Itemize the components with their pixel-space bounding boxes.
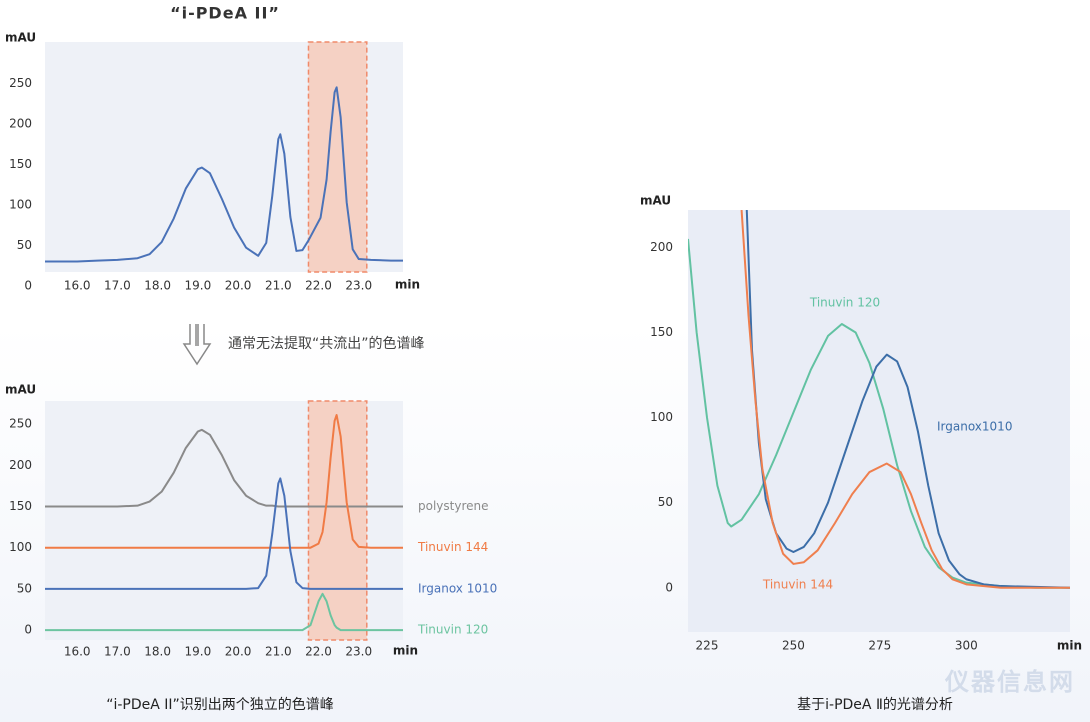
x-tick-label: 21.0: [265, 279, 292, 293]
series-line: [45, 477, 403, 590]
plot-area: [688, 210, 1070, 632]
series-label: Tinuvin 120: [809, 296, 880, 310]
x-axis-label: min: [1057, 639, 1082, 653]
series-label: Irganox 1010: [418, 581, 497, 595]
y-tick-label: 200: [9, 116, 32, 130]
x-tick-label: 16.0: [64, 645, 91, 659]
x-tick-label: 17.0: [104, 645, 131, 659]
y-tick-label: 100: [9, 197, 32, 211]
x-tick-label: 21.0: [265, 645, 292, 659]
y-axis-label: mAU: [5, 31, 36, 45]
series-line: [45, 414, 403, 549]
x-axis-label: min: [395, 278, 420, 292]
x-tick-label: 22.0: [305, 645, 332, 659]
series-label: Irganox1010: [937, 420, 1012, 434]
x-tick-label: 22.0: [305, 279, 332, 293]
y-tick-label: 0: [24, 278, 32, 292]
highlight-band: [307, 41, 368, 273]
series-label: polystyrene: [418, 499, 489, 513]
x-tick-label: 16.0: [64, 279, 91, 293]
x-tick-label: 19.0: [184, 645, 211, 659]
series-group: [45, 414, 403, 632]
x-tick-label: 20.0: [225, 279, 252, 293]
chart-title: “i-PDeA II”: [170, 4, 280, 23]
series-group: [45, 86, 403, 263]
x-tick-label: 225: [696, 639, 719, 653]
series-line: [45, 592, 403, 632]
series-line: [740, 210, 1070, 589]
series-group: [688, 210, 1070, 589]
x-axis-label: min: [393, 644, 418, 658]
caption: 通常无法提取“共流出”的色谱峰: [228, 335, 425, 352]
caption: “i-PDeA II”识别出两个独立的色谱峰: [106, 696, 334, 713]
series-line: [45, 428, 403, 508]
y-tick-label: 150: [9, 157, 32, 171]
series-label: Tinuvin 144: [762, 578, 833, 592]
x-tick-label: 23.0: [345, 279, 372, 293]
y-tick-label: 100: [650, 410, 673, 424]
series-line: [45, 86, 403, 263]
x-tick-label: 250: [782, 639, 805, 653]
y-tick-label: 0: [24, 623, 32, 637]
watermark: 仪器信息网: [944, 668, 1075, 696]
x-tick-label: 20.0: [225, 645, 252, 659]
y-tick-label: 250: [9, 76, 32, 90]
x-tick-label: 17.0: [104, 279, 131, 293]
y-tick-label: 150: [9, 499, 32, 513]
caption: 基于i-PDeA Ⅱ的光谱分析: [797, 696, 953, 713]
series-line: [688, 238, 1070, 589]
x-tick-label: 18.0: [144, 279, 171, 293]
x-tick-label: 23.0: [345, 645, 372, 659]
y-axis-label: mAU: [5, 383, 36, 397]
x-tick-label: 19.0: [184, 279, 211, 293]
x-tick-label: 18.0: [144, 645, 171, 659]
y-tick-label: 0: [665, 580, 673, 594]
y-axis-label: mAU: [640, 194, 671, 208]
y-tick-label: 200: [9, 458, 32, 472]
y-tick-label: 50: [17, 581, 32, 595]
y-tick-label: 250: [9, 417, 32, 431]
y-tick-label: 50: [17, 238, 32, 252]
y-tick-label: 50: [658, 495, 673, 509]
series-label: Tinuvin 120: [417, 623, 488, 637]
down-arrow: [182, 324, 212, 366]
x-tick-label: 275: [868, 639, 891, 653]
y-tick-label: 150: [650, 325, 673, 339]
x-tick-label: 300: [955, 639, 978, 653]
y-tick-label: 100: [9, 540, 32, 554]
series-label: Tinuvin 144: [417, 540, 488, 554]
y-tick-label: 200: [650, 240, 673, 254]
